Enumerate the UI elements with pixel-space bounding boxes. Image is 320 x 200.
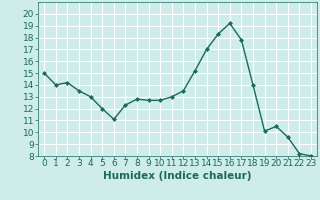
X-axis label: Humidex (Indice chaleur): Humidex (Indice chaleur) xyxy=(103,171,252,181)
